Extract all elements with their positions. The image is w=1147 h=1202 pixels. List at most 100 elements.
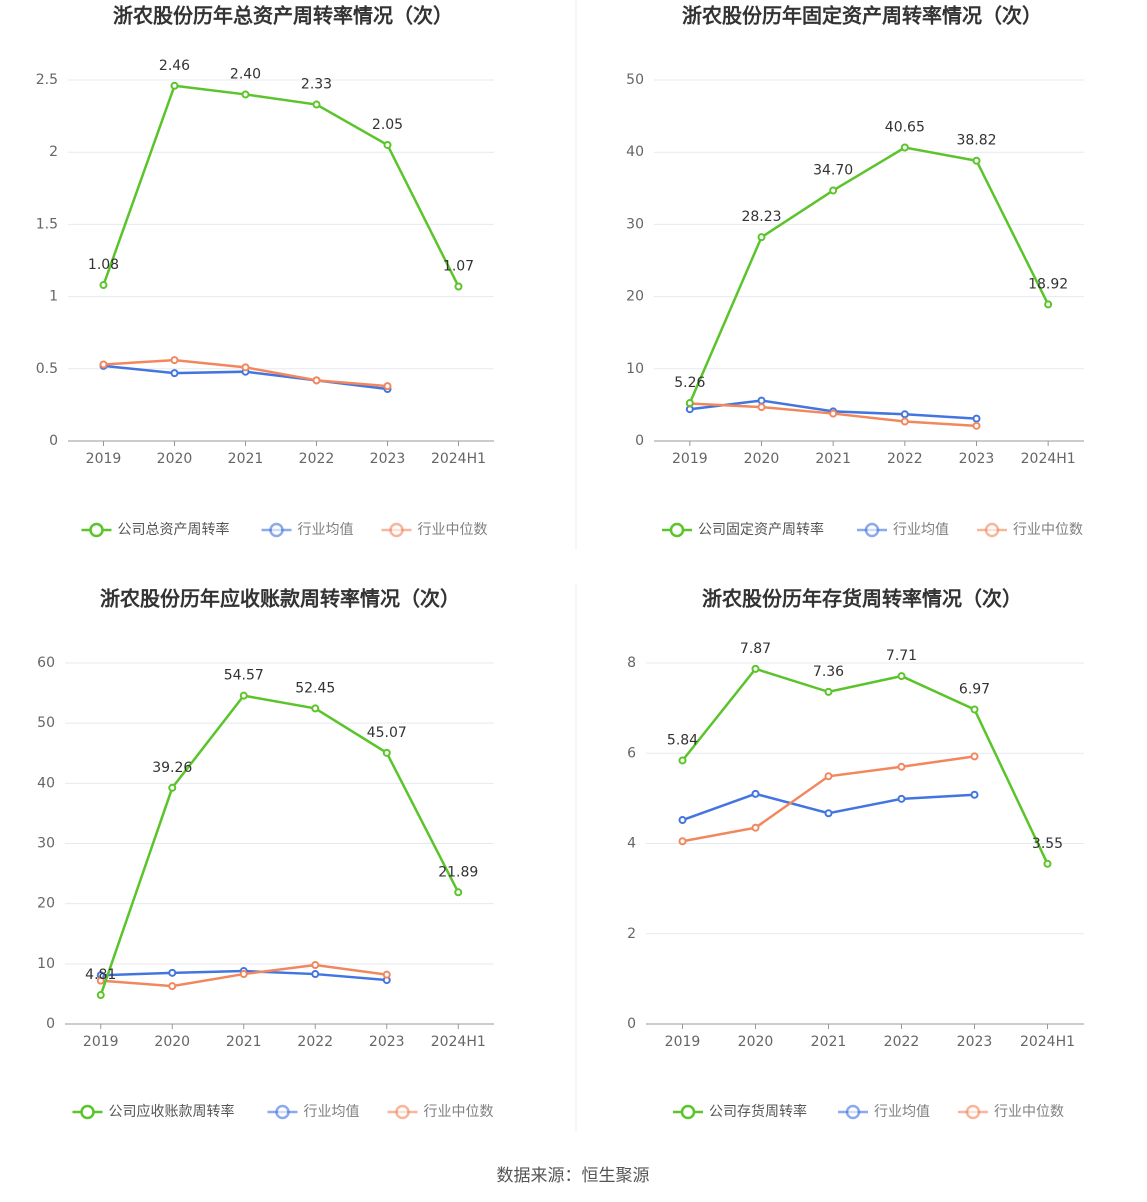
legend-label: 行业中位数 xyxy=(418,522,488,538)
data-point xyxy=(1044,300,1053,309)
y-tick-label: 10 xyxy=(37,956,55,972)
legend-marker xyxy=(395,1104,410,1120)
y-tick-label: 50 xyxy=(626,72,644,88)
data-point xyxy=(972,421,981,430)
y-tick-label: 10 xyxy=(626,361,644,377)
data-point xyxy=(168,968,177,977)
x-tick-label: 2021 xyxy=(811,1034,847,1050)
legend-marker xyxy=(864,522,880,538)
y-tick-label: 60 xyxy=(37,655,55,671)
data-point xyxy=(382,970,391,979)
data-point xyxy=(312,376,321,385)
legend-marker xyxy=(89,522,104,538)
data-point xyxy=(99,360,108,369)
y-tick-label: 20 xyxy=(37,896,55,912)
x-tick-label: 2021 xyxy=(226,1034,262,1050)
x-tick-label: 2019 xyxy=(672,451,708,467)
y-tick-label: 1 xyxy=(49,289,58,305)
data-label: 38.82 xyxy=(956,133,996,149)
data-point xyxy=(383,382,392,391)
legend-marker xyxy=(965,1104,981,1120)
data-label: 39.26 xyxy=(152,760,192,776)
data-point xyxy=(311,970,320,979)
x-tick-label: 2020 xyxy=(157,451,193,467)
data-point xyxy=(757,403,766,412)
data-point xyxy=(970,705,979,714)
y-tick-label: 30 xyxy=(37,836,55,852)
data-point xyxy=(972,156,981,165)
series-line xyxy=(102,84,460,288)
data-point xyxy=(241,90,250,99)
y-tick-label: 50 xyxy=(37,715,55,731)
data-point xyxy=(757,233,766,242)
data-label: 4.81 xyxy=(85,967,116,983)
x-tick-label: 2024H1 xyxy=(1020,1034,1075,1050)
data-point xyxy=(170,369,179,378)
legend-label: 行业均值 xyxy=(298,522,354,538)
data-point xyxy=(311,704,320,713)
x-tick-label: 2023 xyxy=(369,1034,405,1050)
data-point xyxy=(829,186,838,195)
data-point xyxy=(897,672,906,681)
legend-label: 公司存货周转率 xyxy=(709,1103,807,1120)
legend-label: 行业中位数 xyxy=(1013,522,1083,538)
data-point xyxy=(824,687,833,696)
y-tick-label: 0.5 xyxy=(36,361,58,377)
y-tick-label: 0 xyxy=(49,433,58,449)
legend-marker xyxy=(275,1104,290,1120)
data-point xyxy=(900,417,909,426)
legend-marker xyxy=(984,522,1000,538)
data-point xyxy=(239,970,248,979)
data-point xyxy=(168,783,177,792)
data-point xyxy=(751,664,760,673)
series-line xyxy=(99,694,460,996)
data-point xyxy=(382,748,391,757)
data-point xyxy=(454,888,463,897)
y-tick-label: 0 xyxy=(635,433,644,449)
data-point xyxy=(751,789,760,798)
data-label: 52.45 xyxy=(295,680,335,696)
data-label: 54.57 xyxy=(224,668,264,684)
series-line xyxy=(681,667,1049,865)
y-tick-label: 0 xyxy=(46,1016,55,1032)
y-tick-label: 4 xyxy=(627,836,636,852)
data-label: 34.70 xyxy=(813,162,853,178)
y-tick-label: 30 xyxy=(626,216,644,232)
chart-title: 浙农股份历年总资产周转率情况（次） xyxy=(113,4,453,28)
legend-label: 行业中位数 xyxy=(994,1104,1064,1120)
data-point xyxy=(99,281,108,290)
legend-label: 行业均值 xyxy=(893,522,949,538)
y-tick-label: 0 xyxy=(627,1016,636,1032)
legend-marker xyxy=(680,1104,696,1120)
data-label: 6.97 xyxy=(959,681,990,697)
legend-marker xyxy=(669,522,685,538)
data-point xyxy=(168,982,177,991)
data-point xyxy=(96,976,105,985)
data-label: 2.46 xyxy=(159,58,190,74)
legend-label: 行业中位数 xyxy=(424,1104,494,1120)
data-label: 1.07 xyxy=(443,258,474,274)
x-tick-label: 2023 xyxy=(959,451,995,467)
data-point xyxy=(751,823,760,832)
data-point xyxy=(678,756,687,765)
data-label: 3.55 xyxy=(1032,836,1063,852)
x-tick-label: 2019 xyxy=(86,451,122,467)
data-point xyxy=(311,961,320,970)
chart-title: 浙农股份历年固定资产周转率情况（次） xyxy=(682,4,1042,28)
y-tick-label: 2.5 xyxy=(36,72,58,88)
y-tick-label: 40 xyxy=(37,775,55,791)
legend-label: 公司固定资产周转率 xyxy=(698,521,824,538)
x-tick-label: 2024H1 xyxy=(431,1034,486,1050)
data-label: 21.89 xyxy=(438,864,478,880)
data-point xyxy=(900,143,909,152)
data-point xyxy=(454,282,463,291)
data-label: 28.23 xyxy=(741,209,781,225)
data-label: 5.26 xyxy=(674,375,705,391)
data-point xyxy=(970,790,979,799)
data-label: 5.84 xyxy=(667,732,698,748)
data-label: 18.92 xyxy=(1028,276,1068,292)
x-tick-label: 2020 xyxy=(738,1034,774,1050)
x-tick-label: 2022 xyxy=(297,1034,333,1050)
data-point xyxy=(170,81,179,90)
data-point xyxy=(241,363,250,372)
